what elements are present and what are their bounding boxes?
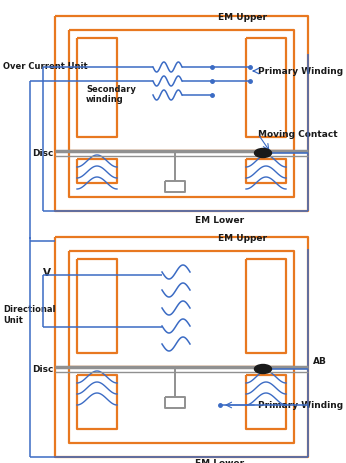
Text: Disc: Disc bbox=[31, 149, 53, 158]
Text: AB: AB bbox=[313, 357, 327, 366]
Text: Over Current Unit: Over Current Unit bbox=[3, 62, 88, 71]
Text: EM Lower: EM Lower bbox=[195, 216, 244, 225]
Text: V: V bbox=[43, 268, 51, 277]
Text: Primary Winding: Primary Winding bbox=[258, 400, 343, 410]
Text: Directional
Unit: Directional Unit bbox=[3, 305, 55, 324]
Text: EM Upper: EM Upper bbox=[218, 13, 267, 22]
Text: Disc: Disc bbox=[31, 365, 53, 374]
Text: EM Upper: EM Upper bbox=[218, 233, 267, 243]
Ellipse shape bbox=[255, 365, 272, 374]
Text: Secondary
winding: Secondary winding bbox=[86, 85, 136, 104]
Text: Primary Winding: Primary Winding bbox=[258, 67, 343, 76]
Text: EM Lower: EM Lower bbox=[195, 458, 244, 463]
Text: Moving Contact: Moving Contact bbox=[258, 130, 338, 139]
Ellipse shape bbox=[255, 149, 272, 158]
